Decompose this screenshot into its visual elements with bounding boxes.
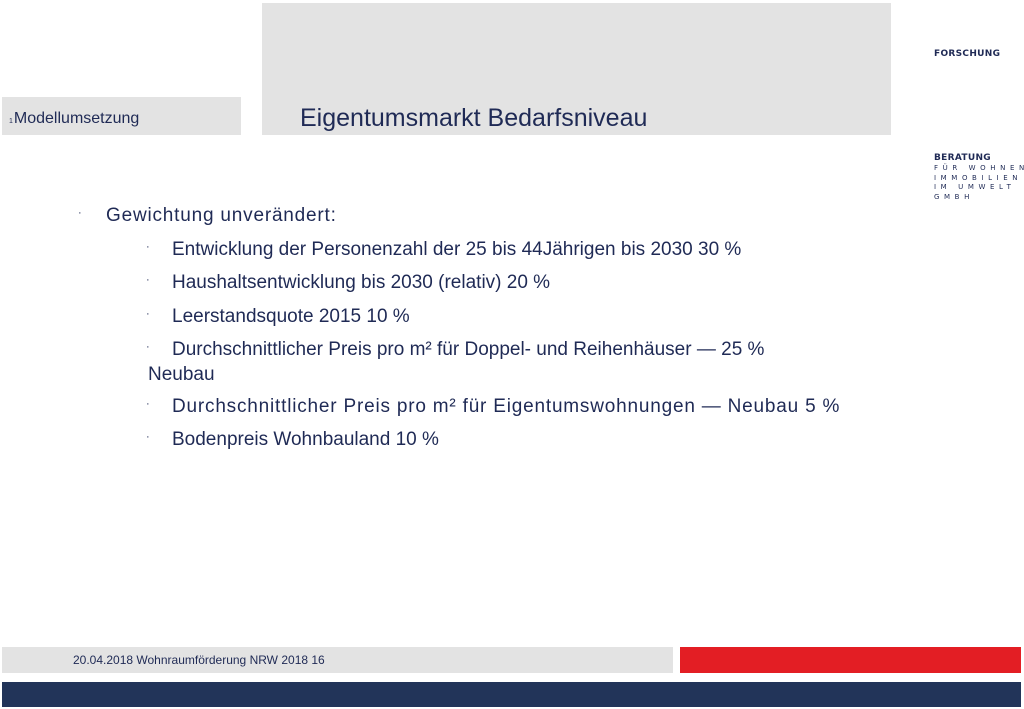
bullet-item-text: Durchschnittlicher Preis pro m² für Dopp…: [172, 339, 765, 360]
section-label-text: Modellumsetzung: [13, 110, 140, 127]
bullet-item-text: Durchschnittlicher Preis pro m² für Eige…: [172, 396, 841, 417]
page-title: Eigentumsmarkt Bedarfsniveau: [300, 104, 648, 132]
brand-research-label: FORSCHUNG: [934, 49, 1001, 59]
footer-bar: [2, 647, 673, 673]
bullet-item: · Haushaltsentwicklung bis 2030 (relativ)…: [146, 272, 550, 294]
bullet-dot: ·: [146, 341, 150, 353]
title-band: [262, 3, 891, 135]
bullet-dot: ·: [146, 241, 150, 253]
brand-name: BERATUNG: [934, 153, 991, 163]
section-tab: [2, 97, 241, 135]
bullet-dot: ·: [78, 207, 83, 219]
brand-line-1: FÜR WOHNEN: [934, 164, 1024, 172]
bullet-item-text: Leerstandsquote 2015 10 %: [172, 306, 410, 327]
footer-text: 20.04.2018 Wohnraumförderung NRW 2018 16: [73, 653, 325, 667]
bullet-dot: ·: [146, 308, 150, 320]
brand-logo-text: BERATUNG FÜR WOHNEN IMMOBILIEN IM UMWELT…: [934, 153, 1024, 202]
bullet-item: · Bodenpreis Wohnbauland 10 %: [146, 429, 439, 451]
brand-line-4: GMBH: [934, 192, 974, 201]
footer-accent-bar: [680, 647, 1021, 673]
bullet-item-text: Bodenpreis Wohnbauland 10 %: [172, 429, 439, 450]
bullet-dot: ·: [146, 274, 150, 286]
bullet-item: · Durchschnittlicher Preis pro m² für Dop…: [146, 339, 764, 361]
footer-navy-bar: [2, 682, 1021, 707]
brand-line-3: IM UMWELT: [934, 183, 1016, 191]
bullet-heading: · Gewichtung unverändert:: [78, 205, 337, 227]
bullet-item: · Durchschnittlicher Preis pro m² für Eig…: [146, 396, 840, 418]
bullet-heading-text: Gewichtung unverändert:: [106, 205, 337, 226]
bullet-item-continuation: Neubau: [148, 364, 215, 385]
bullet-item-text: Entwicklung der Personenzahl der 25 bis …: [172, 239, 742, 260]
bullet-dot: ·: [146, 398, 151, 410]
brand-line-2: IMMOBILIEN: [934, 173, 1023, 182]
bullet-dot: ·: [146, 431, 150, 443]
section-prefix: 1: [9, 118, 13, 125]
section-label: 1Modellumsetzung: [9, 110, 139, 128]
bullet-item: · Entwicklung der Personenzahl der 25 bis…: [146, 239, 741, 261]
bullet-item: · Leerstandsquote 2015 10 %: [146, 306, 410, 328]
bullet-item-text: Haushaltsentwicklung bis 2030 (relativ) …: [172, 272, 551, 293]
